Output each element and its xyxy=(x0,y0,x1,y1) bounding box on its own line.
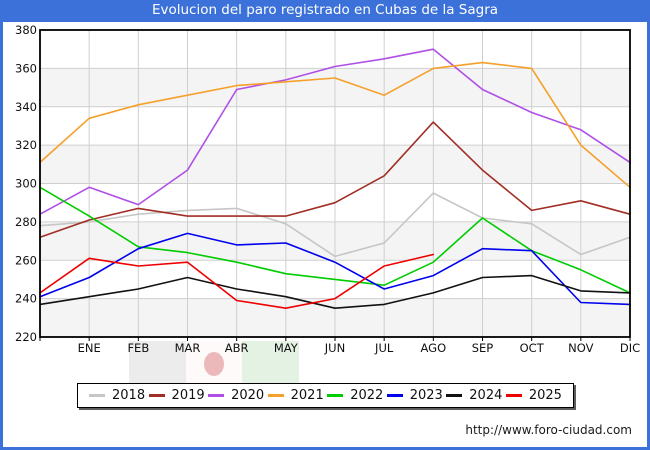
legend-label: 2020 xyxy=(231,388,265,403)
legend-label: 2023 xyxy=(409,388,443,403)
legend-swatch-2018 xyxy=(89,394,105,397)
x-axis-label: AGO xyxy=(421,341,447,355)
y-axis-label: 340 xyxy=(15,100,37,114)
legend-item-2023: 2023 xyxy=(386,388,443,403)
x-axis-label: DIC xyxy=(620,341,640,355)
series-line-2023 xyxy=(39,232,631,306)
x-axis-label: FEB xyxy=(127,341,149,355)
legend-label: 2024 xyxy=(469,388,503,403)
series-line-2020 xyxy=(39,48,631,215)
legend-swatch-2024 xyxy=(446,394,463,397)
legend-item-2025: 2025 xyxy=(505,388,562,403)
x-axis-label: ABR xyxy=(225,341,249,355)
legend-swatch-2023 xyxy=(386,394,403,397)
series-line-2018 xyxy=(39,192,631,258)
x-axis-label: NOV xyxy=(568,341,593,355)
series-line-2024 xyxy=(39,274,631,310)
legend-item-2021: 2021 xyxy=(267,388,324,403)
plot-border xyxy=(39,29,631,338)
legend-swatch-2019 xyxy=(148,394,165,397)
y-axis-label: 360 xyxy=(15,61,37,75)
legend-item-2024: 2024 xyxy=(446,389,502,402)
series-line-2025 xyxy=(39,253,435,310)
x-axis-label: SEP xyxy=(472,341,494,355)
x-axis-label: JUL xyxy=(374,341,394,355)
y-axis-label: 320 xyxy=(15,138,37,152)
legend-swatch-2020 xyxy=(208,394,225,397)
legend-swatch-2021 xyxy=(267,394,284,397)
y-axis-label: 380 xyxy=(15,23,37,37)
x-axis-label: OCT xyxy=(520,341,545,355)
legend-item-2018: 2018 xyxy=(89,389,145,402)
legend-label: 2025 xyxy=(528,388,562,403)
page-title: Evolucion del paro registrado en Cubas d… xyxy=(151,2,499,18)
footer-url: http://www.foro-ciudad.com xyxy=(465,423,632,437)
y-axis-label: 220 xyxy=(15,330,37,344)
y-axis-label: 280 xyxy=(15,215,37,229)
legend-label: 2021 xyxy=(290,388,324,403)
y-axis-label: 240 xyxy=(15,292,37,306)
y-axis-label: 300 xyxy=(15,177,37,191)
series-line-2019 xyxy=(39,121,631,238)
legend-label: 2018 xyxy=(112,388,146,403)
x-axis-label: MAY xyxy=(274,341,299,355)
x-axis-label: MAR xyxy=(175,341,201,355)
legend-item-2022: 2022 xyxy=(327,389,383,402)
legend-label: 2022 xyxy=(350,388,384,403)
legend-swatch-2025 xyxy=(505,394,522,397)
legend-item-2019: 2019 xyxy=(148,388,205,403)
x-axis-label: ENE xyxy=(78,341,101,355)
legend-label: 2019 xyxy=(171,388,205,403)
y-axis-label: 260 xyxy=(15,253,37,267)
series-line-2021 xyxy=(39,61,631,189)
legend-box: 2018 2019 2020 2021 2022 2023 2024 2025 xyxy=(77,383,574,408)
chart-canvas: 220 240 260 280 300 320 340 360 380 ENE FEB MAR ABR M… xyxy=(3,22,647,447)
x-axis-label: JUN xyxy=(324,341,345,355)
legend-item-2020: 2020 xyxy=(208,389,264,402)
legend-swatch-2022 xyxy=(327,394,344,397)
